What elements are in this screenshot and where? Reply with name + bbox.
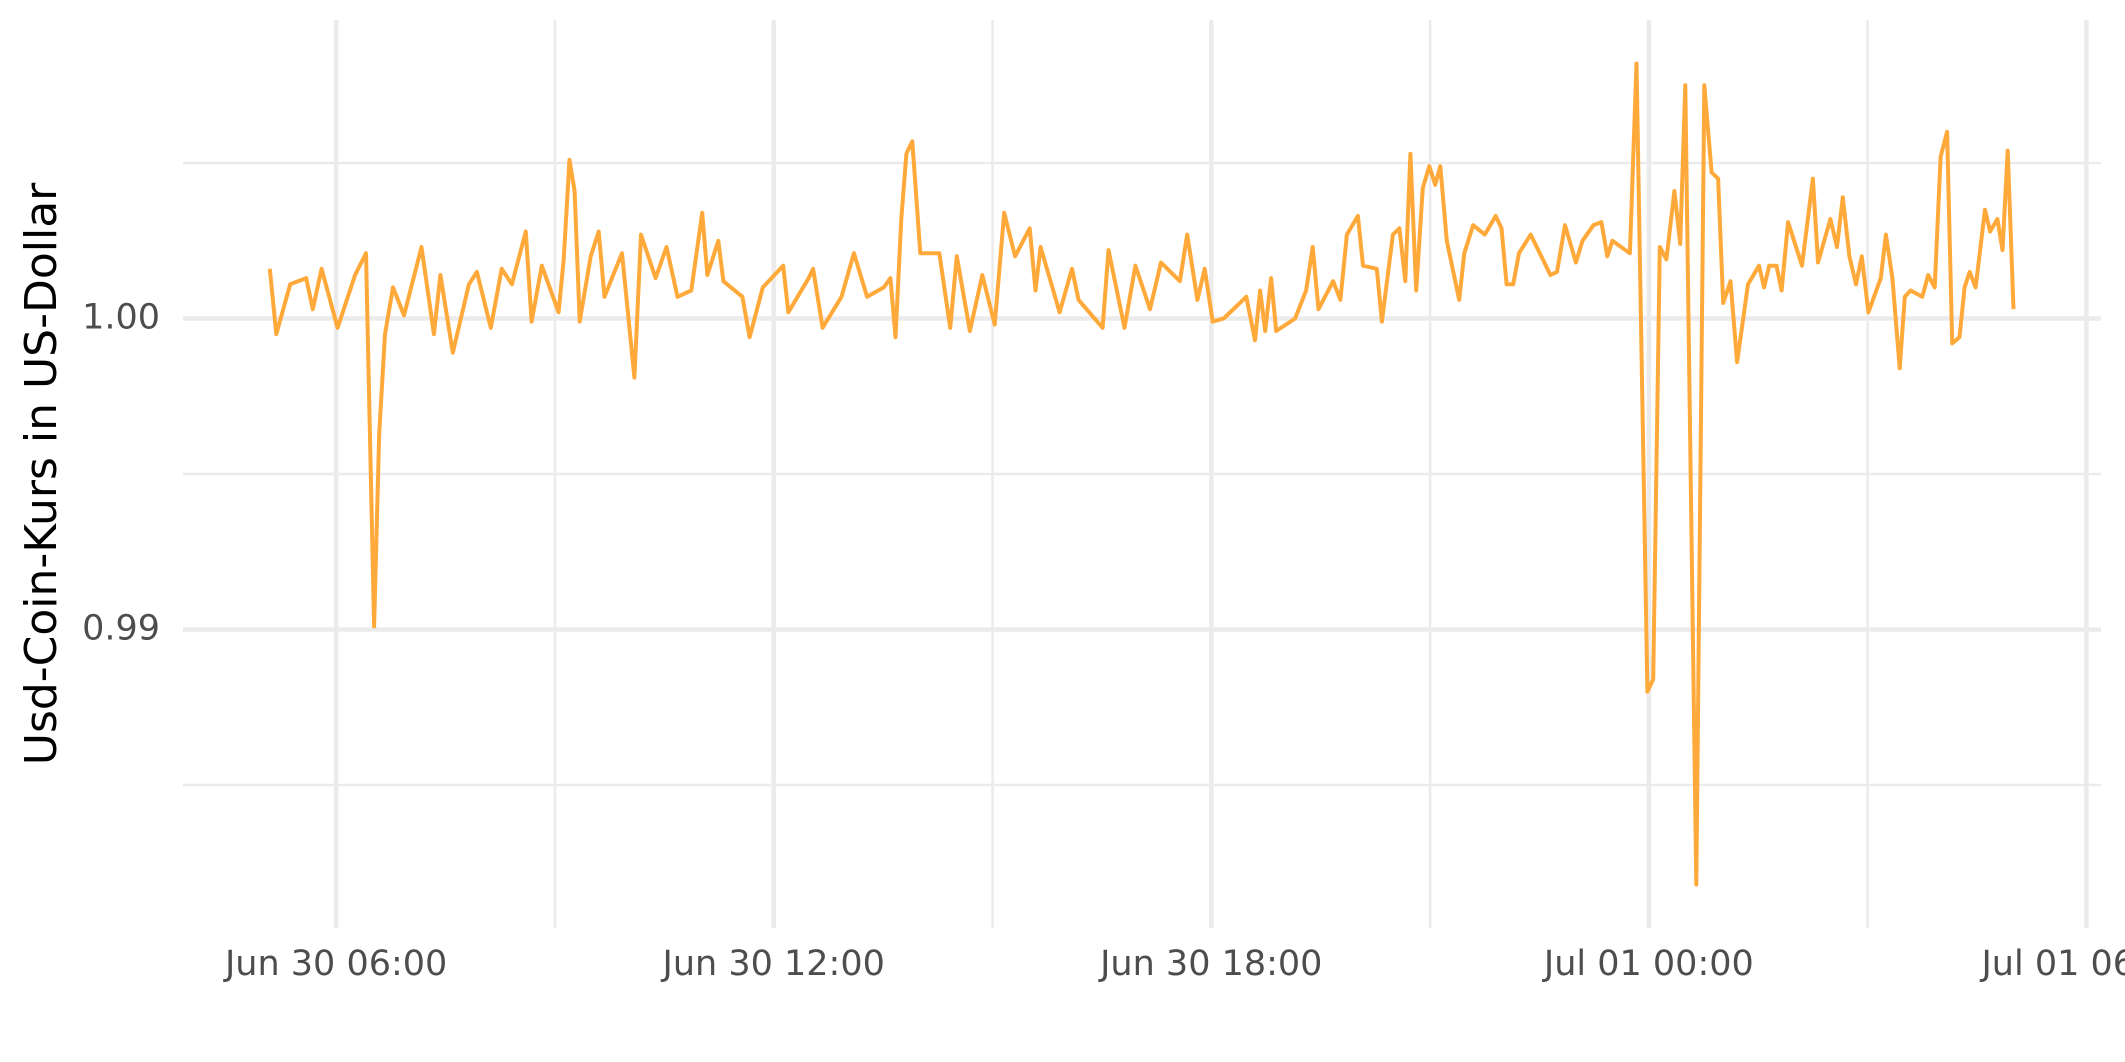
- x-tick-label: Jul 01 06:00: [1979, 944, 2125, 984]
- y-axis-title: Usd-Coin-Kurs in US-Dollar: [16, 182, 67, 765]
- x-tick-label: Jun 30 18:00: [1098, 944, 1322, 984]
- y-tick-label: 1.00: [82, 298, 160, 338]
- x-tick-label: Jul 01 00:00: [1542, 944, 1754, 984]
- y-tick-label: 0.99: [82, 608, 160, 648]
- x-tick-label: Jun 30 12:00: [661, 944, 885, 984]
- x-tick-label: Jun 30 06:00: [223, 944, 447, 984]
- price-line: [267, 61, 2016, 887]
